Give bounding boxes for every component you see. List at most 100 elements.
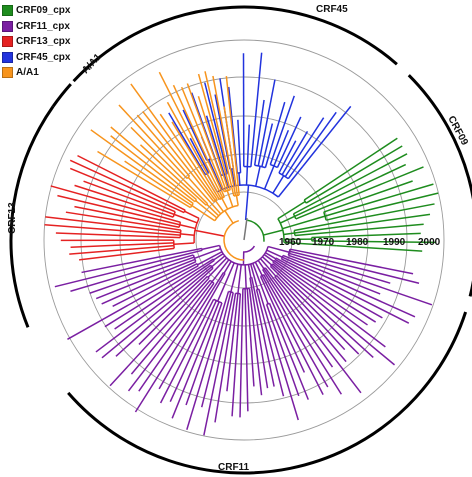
branch bbox=[249, 277, 269, 389]
branch bbox=[324, 183, 434, 217]
branch bbox=[282, 215, 326, 230]
legend-item-crf09: CRF09_cpx bbox=[2, 3, 70, 19]
branch-connector bbox=[292, 213, 297, 220]
branch bbox=[90, 129, 194, 205]
branch bbox=[248, 288, 263, 396]
branch bbox=[112, 262, 198, 307]
branch bbox=[139, 144, 207, 206]
branch bbox=[81, 247, 202, 274]
branch-connector bbox=[206, 275, 210, 279]
branch-connector bbox=[223, 271, 226, 275]
clade-label-crf13: CRF13 bbox=[7, 202, 18, 234]
branch bbox=[69, 159, 185, 214]
branch bbox=[250, 277, 275, 387]
branch bbox=[110, 126, 197, 201]
clade-arc bbox=[9, 105, 55, 328]
branch bbox=[259, 275, 306, 373]
branch bbox=[70, 242, 174, 248]
branch bbox=[203, 292, 234, 436]
branch bbox=[45, 216, 181, 234]
branch bbox=[208, 159, 223, 190]
branch bbox=[213, 253, 224, 261]
branch bbox=[275, 257, 383, 319]
branch bbox=[130, 279, 211, 375]
branch bbox=[54, 249, 203, 288]
branch bbox=[257, 79, 276, 167]
branch bbox=[221, 197, 229, 210]
branch bbox=[271, 264, 374, 358]
branch bbox=[247, 264, 252, 278]
branch bbox=[197, 96, 229, 191]
branch bbox=[261, 256, 273, 266]
branch bbox=[230, 264, 239, 293]
branch bbox=[136, 114, 191, 177]
branch bbox=[95, 264, 212, 353]
branch bbox=[281, 258, 410, 324]
branch bbox=[237, 119, 242, 173]
branch bbox=[74, 205, 180, 228]
branch bbox=[284, 117, 325, 178]
branch bbox=[130, 83, 216, 201]
branch bbox=[214, 293, 237, 423]
branch bbox=[323, 180, 413, 213]
branch bbox=[336, 245, 423, 252]
branch bbox=[265, 304, 300, 397]
clade-label-crf11: CRF11 bbox=[218, 462, 250, 473]
clade-label-crf45: CRF45 bbox=[316, 4, 348, 15]
branch bbox=[65, 211, 182, 231]
branch bbox=[186, 291, 230, 430]
year-label-1980: 1980 bbox=[346, 237, 369, 248]
branch bbox=[180, 233, 195, 236]
branch bbox=[281, 131, 309, 176]
branch bbox=[194, 229, 225, 237]
branch bbox=[276, 275, 346, 351]
branch bbox=[263, 165, 275, 190]
branch bbox=[272, 261, 386, 348]
branch bbox=[114, 259, 215, 330]
branch-connector bbox=[224, 189, 231, 193]
time-ring bbox=[43, 39, 445, 441]
legend-label-crf09: CRF09_cpx bbox=[16, 5, 71, 17]
branch bbox=[261, 275, 324, 395]
legend-swatch-crf45 bbox=[2, 51, 13, 63]
clade-arc bbox=[407, 74, 472, 297]
branch bbox=[254, 261, 263, 276]
branch bbox=[212, 75, 237, 196]
branch bbox=[246, 288, 255, 387]
branch bbox=[109, 277, 210, 387]
branch bbox=[44, 223, 181, 236]
branch bbox=[69, 244, 174, 255]
branch bbox=[274, 276, 347, 363]
branch bbox=[288, 254, 433, 306]
branch-connector bbox=[194, 199, 198, 203]
branch bbox=[223, 261, 232, 274]
branch bbox=[195, 200, 218, 219]
branch bbox=[206, 203, 220, 217]
branch bbox=[194, 247, 221, 260]
branch bbox=[289, 250, 420, 284]
branch bbox=[244, 185, 250, 221]
branch bbox=[246, 124, 251, 167]
branch bbox=[226, 190, 234, 208]
branch bbox=[204, 71, 235, 197]
branch bbox=[124, 160, 193, 207]
legend-swatch-aa1 bbox=[2, 67, 13, 79]
legend-item-crf45: CRF45_cpx bbox=[2, 50, 70, 66]
branch bbox=[173, 242, 195, 246]
branch bbox=[134, 272, 225, 413]
branch-connector bbox=[272, 259, 275, 263]
legend-label-aa1: A/A1 bbox=[16, 67, 39, 79]
legend-item-crf13: CRF13_cpx bbox=[2, 34, 70, 50]
branch bbox=[261, 123, 274, 167]
branch-connector bbox=[274, 257, 277, 260]
branch-connector bbox=[242, 245, 256, 253]
branch bbox=[283, 241, 337, 247]
branch-connector bbox=[213, 298, 223, 304]
legend-swatch-crf09 bbox=[2, 5, 13, 17]
branch bbox=[207, 257, 228, 278]
branch bbox=[267, 245, 290, 253]
year-label-1970: 1970 bbox=[312, 237, 335, 248]
branch bbox=[200, 291, 232, 408]
branch bbox=[142, 110, 215, 203]
branch bbox=[130, 126, 209, 205]
